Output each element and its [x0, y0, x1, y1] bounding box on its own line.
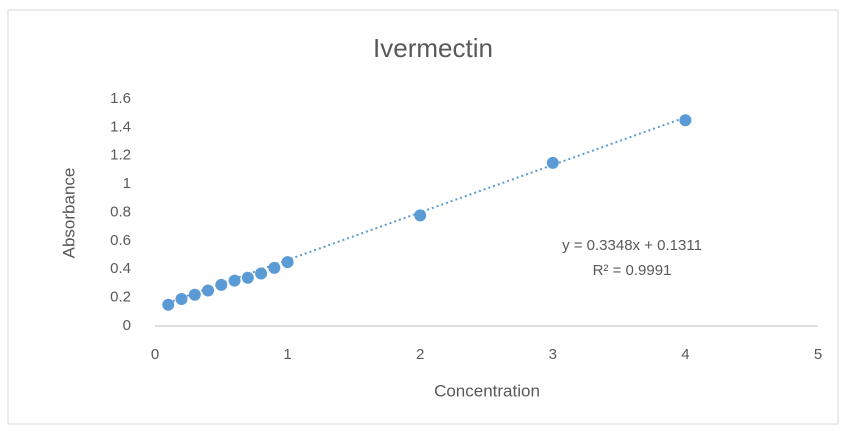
y-tick-label: 0 — [123, 317, 131, 334]
x-tick-label: 0 — [151, 346, 159, 363]
y-tick-label: 0.6 — [110, 232, 131, 249]
trendline-equation: y = 0.3348x + 0.1311 — [562, 237, 702, 254]
data-point — [188, 288, 201, 301]
data-point — [162, 298, 175, 311]
data-point — [679, 114, 692, 127]
data-point — [241, 271, 254, 284]
x-tick-label: 5 — [814, 346, 822, 363]
x-tick-label: 2 — [416, 346, 424, 363]
y-tick-label: 1 — [123, 175, 131, 192]
y-tick-label: 1.6 — [110, 90, 131, 107]
data-point — [175, 293, 188, 306]
data-point — [202, 284, 215, 297]
x-axis-label: Concentration — [434, 381, 540, 400]
data-point — [228, 274, 241, 287]
y-axis-label: Absorbance — [59, 168, 78, 259]
x-tick-label: 4 — [681, 346, 689, 363]
data-point — [414, 209, 427, 222]
y-tick-label: 0.4 — [110, 260, 131, 277]
data-point — [255, 267, 268, 280]
y-tick-label: 1.4 — [110, 118, 131, 135]
y-tick-label: 0.8 — [110, 203, 131, 220]
x-tick-label: 1 — [283, 346, 291, 363]
chart-title: Ivermectin — [373, 33, 493, 63]
x-tick-label: 3 — [549, 346, 557, 363]
trendline-r-squared: R² = 0.9991 — [593, 262, 672, 279]
data-point — [215, 278, 228, 291]
y-tick-label: 0.2 — [110, 289, 131, 306]
data-point — [281, 256, 294, 269]
data-point — [268, 261, 281, 274]
trendline — [167, 116, 686, 304]
y-tick-label: 1.2 — [110, 147, 131, 164]
data-point — [546, 156, 559, 169]
